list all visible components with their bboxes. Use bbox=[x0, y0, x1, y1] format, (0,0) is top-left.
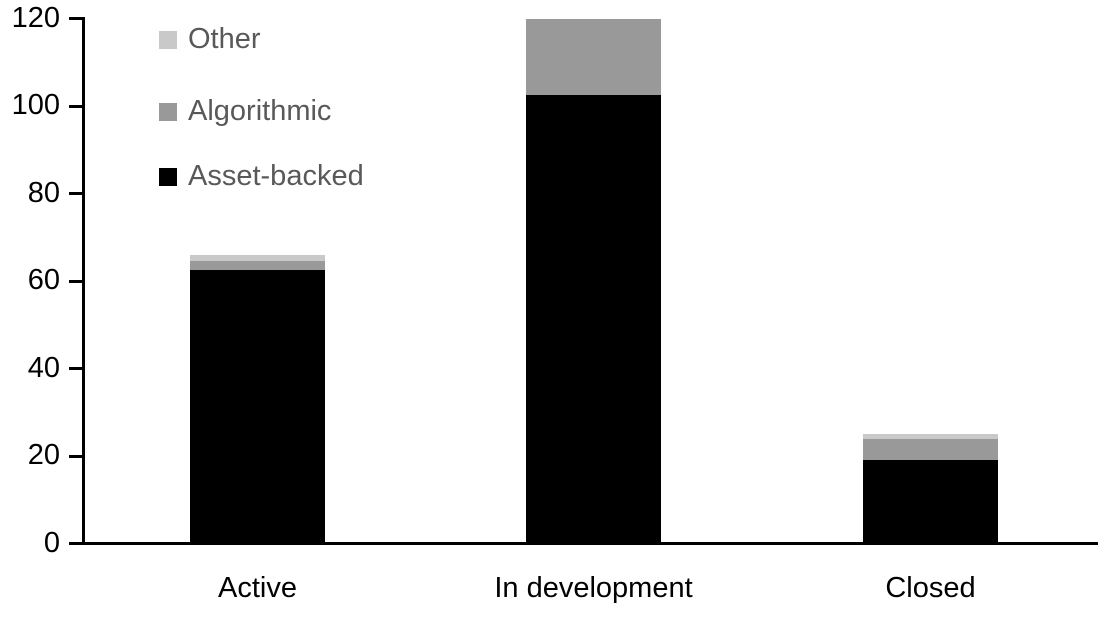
legend-item-other: Other bbox=[159, 23, 261, 56]
y-tick-label: 20 bbox=[27, 438, 60, 471]
legend-label: Asset-backed bbox=[188, 160, 364, 192]
x-category-label-closed: Closed bbox=[885, 572, 976, 604]
bar-segment-other-closed bbox=[863, 434, 998, 439]
y-tick-mark bbox=[69, 192, 82, 195]
legend-item-algorithmic: Algorithmic bbox=[159, 95, 331, 128]
x-axis-line bbox=[69, 542, 1098, 545]
legend-label: Other bbox=[188, 23, 261, 55]
bar-segment-algorithmic-closed bbox=[863, 438, 998, 461]
y-tick-label: 80 bbox=[27, 176, 60, 209]
y-tick-label: 100 bbox=[11, 88, 60, 121]
x-category-label-in-development: In development bbox=[494, 572, 693, 604]
y-tick-mark bbox=[69, 279, 82, 283]
y-tick-mark bbox=[69, 454, 82, 458]
y-tick-label: 40 bbox=[27, 351, 60, 384]
y-axis-line bbox=[82, 17, 85, 545]
y-tick-mark bbox=[69, 367, 82, 370]
y-tick-label: 60 bbox=[27, 263, 60, 296]
bar-segment-asset-backed-closed bbox=[863, 460, 998, 544]
y-tick-mark bbox=[69, 17, 82, 20]
legend-swatch-asset-backed bbox=[159, 167, 177, 186]
bar-segment-algorithmic-in-development bbox=[526, 18, 661, 96]
legend-label: Algorithmic bbox=[188, 95, 332, 127]
bar-segment-other-active bbox=[190, 254, 325, 262]
bar-segment-asset-backed-active bbox=[190, 270, 325, 544]
x-category-label-active: Active bbox=[218, 572, 297, 604]
bar-segment-asset-backed-in-development bbox=[526, 95, 661, 544]
y-tick-label: 0 bbox=[43, 526, 60, 559]
legend-item-asset-backed: Asset-backed bbox=[159, 160, 364, 193]
y-tick-label: 120 bbox=[11, 1, 60, 34]
legend-swatch-other bbox=[159, 30, 177, 49]
bar-segment-algorithmic-active bbox=[190, 261, 325, 271]
legend-swatch-algorithmic bbox=[159, 102, 177, 121]
y-tick-mark bbox=[69, 104, 82, 108]
